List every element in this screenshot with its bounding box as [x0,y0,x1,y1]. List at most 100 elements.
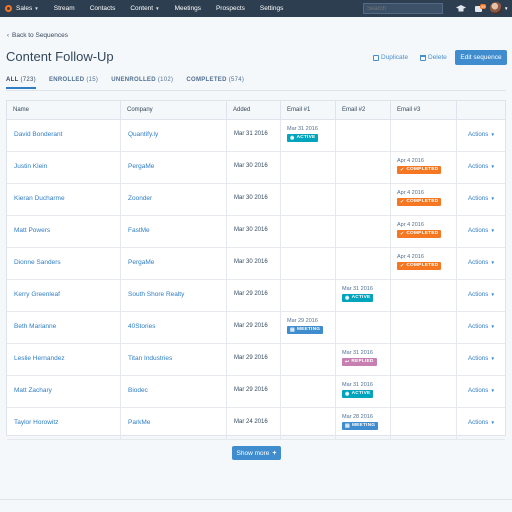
contact-name-link[interactable]: Dionne Sanders [14,259,61,266]
nav-item-meetings[interactable]: Meetings [175,5,201,12]
duplicate-button[interactable]: Duplicate [373,54,408,61]
actions-label: Actions [468,131,489,138]
column-header-name[interactable]: Name [7,101,121,120]
table-cell: PergaMe [121,248,227,279]
page-title: Content Follow-Up [6,49,114,64]
tabs-divider [6,90,506,91]
back-to-sequences-link[interactable]: ‹ Back to Sequences [7,32,68,39]
check-icon: ✓ [400,263,405,269]
table-cell [391,344,457,375]
contact-name-link[interactable]: Matt Powers [14,227,51,234]
contact-name-link[interactable]: Kieran Ducharme [14,195,65,202]
tab-all[interactable]: ALL (723) [6,77,36,89]
table-cell: Apr 4 2016 ✓ COMPLETED [391,248,457,279]
company-link[interactable]: Zoonder [128,195,153,202]
table-cell: Mar 30 2016 [227,152,281,183]
company-link[interactable]: South Shore Realty [128,291,185,298]
actions-dropdown[interactable]: Actions ▼ [468,259,495,266]
tab-enrolled[interactable]: ENROLLED (15) [49,77,98,89]
table-row[interactable]: Matt Zachary Biodec Mar 29 2016 Mar 31 2016… [7,376,505,408]
nav-item-prospects[interactable]: Prospects [216,5,245,12]
contact-name-link[interactable]: Matt Zachary [14,387,52,394]
show-more-button[interactable]: Show more + [232,446,281,460]
added-date: Mar 31 2016 [234,131,268,137]
search-input[interactable] [363,3,443,14]
actions-label: Actions [468,355,489,362]
company-link[interactable]: 40Stories [128,323,156,330]
column-header-added[interactable]: Added [227,101,281,120]
actions-dropdown[interactable]: Actions ▼ [468,419,495,426]
column-header-email-3[interactable]: Email #3 [391,101,457,120]
company-link[interactable]: Titan Industries [128,355,173,362]
edit-sequence-button[interactable]: Edit sequence [455,50,507,65]
company-link[interactable]: FastMe [128,227,150,234]
added-date: Mar 30 2016 [234,163,268,169]
table-row[interactable]: Matt Powers FastMe Mar 30 2016 Apr 4 2016 ✓ C… [7,216,505,248]
actions-dropdown[interactable]: Actions ▼ [468,131,495,138]
table-cell: Matt Zachary [7,376,121,407]
contact-name-link[interactable]: Justin Klein [14,163,48,170]
email-status: Apr 4 2016 ✓ COMPLETED [397,158,442,174]
table-row[interactable]: Kieran Ducharme Zoonder Mar 30 2016 Apr 4 2… [7,184,505,216]
email-status: Apr 4 2016 ✓ COMPLETED [397,222,442,238]
delete-button[interactable]: Delete [420,54,447,61]
contact-name-link[interactable]: Leslie Hernandez [14,355,65,362]
actions-dropdown[interactable]: Actions ▼ [468,387,495,394]
table-cell: Mar 29 2016 [227,376,281,407]
actions-dropdown[interactable]: Actions ▼ [468,227,495,234]
table-cell: Actions ▼ [457,120,505,151]
table-row[interactable]: David Bonderant Quantify.ly Mar 31 2016 Mar… [7,120,505,152]
eye-icon: ◉ [345,391,350,397]
actions-dropdown[interactable]: Actions ▼ [468,195,495,202]
eye-icon: ◉ [345,295,350,301]
table-cell: Mar 28 2016 ▤ MEETING [336,408,391,439]
table-cell: Mar 29 2016 ▤ MEETING [281,312,336,343]
contact-name-link[interactable]: Kerry Greenleaf [14,291,60,298]
avatar[interactable] [490,2,502,14]
nav-item-contacts[interactable]: Contacts [90,5,116,12]
actions-dropdown[interactable]: Actions ▼ [468,291,495,298]
company-link[interactable]: Quantify.ly [128,131,159,138]
tab-unenrolled[interactable]: UNENROLLED (102) [111,77,173,89]
status-badge: ▤ MEETING [342,422,379,430]
actions-dropdown[interactable]: Actions ▼ [468,163,495,170]
actions-label: Actions [468,419,489,426]
company-link[interactable]: PergaMe [128,259,155,266]
sprocket-logo-icon[interactable] [5,5,12,12]
academy-icon[interactable] [455,3,466,14]
plus-icon: + [272,449,277,457]
table-row[interactable]: Taylor Horowitz ParkMe Mar 24 2016 Mar 28 2… [7,408,505,440]
chevron-down-icon: ▼ [489,132,496,137]
column-header-email-1[interactable]: Email #1 [281,101,336,120]
contact-name-link[interactable]: David Bonderant [14,131,63,138]
nav-item-sales[interactable]: Sales ▼ [16,5,39,12]
contact-name-link[interactable]: Taylor Horowitz [14,419,59,426]
table-row[interactable]: Justin Klein PergaMe Mar 30 2016 Apr 4 2016… [7,152,505,184]
table-row[interactable]: Dionne Sanders PergaMe Mar 30 2016 Apr 4 20… [7,248,505,280]
table-cell: Mar 29 2016 [227,312,281,343]
nav-item-stream[interactable]: Stream [54,5,75,12]
actions-label: Actions [468,323,489,330]
chevron-down-icon: ▼ [489,324,496,329]
actions-dropdown[interactable]: Actions ▼ [468,323,495,330]
added-date: Mar 29 2016 [234,291,268,297]
company-link[interactable]: Biodec [128,387,148,394]
contact-name-link[interactable]: Beth Marianne [14,323,57,330]
nav-item-content[interactable]: Content ▼ [130,5,159,12]
chevron-down-icon[interactable]: ▼ [504,6,509,11]
column-header-company[interactable]: Company [121,101,227,120]
table-row[interactable]: Beth Marianne 40Stories Mar 29 2016 Mar 29 … [7,312,505,344]
column-header-email-2[interactable]: Email #2 [336,101,391,120]
actions-dropdown[interactable]: Actions ▼ [468,355,495,362]
company-link[interactable]: ParkMe [128,419,151,426]
chevron-down-icon: ▼ [489,164,496,169]
notifications-icon[interactable]: 99 [473,3,487,14]
nav-item-settings[interactable]: Settings [260,5,284,12]
table-row[interactable]: Leslie Hernandez Titan Industries Mar 29 2… [7,344,505,376]
company-link[interactable]: PergaMe [128,163,155,170]
table-row[interactable]: Kerry Greenleaf South Shore Realty Mar 29 … [7,280,505,312]
tab-completed[interactable]: COMPLETED (574) [186,77,244,89]
show-more-label: Show more [236,449,270,457]
top-navigation: Sales ▼ Stream Contacts Content ▼ Meetings Pros… [0,0,512,17]
tab-label: ENROLLED [48,77,85,83]
